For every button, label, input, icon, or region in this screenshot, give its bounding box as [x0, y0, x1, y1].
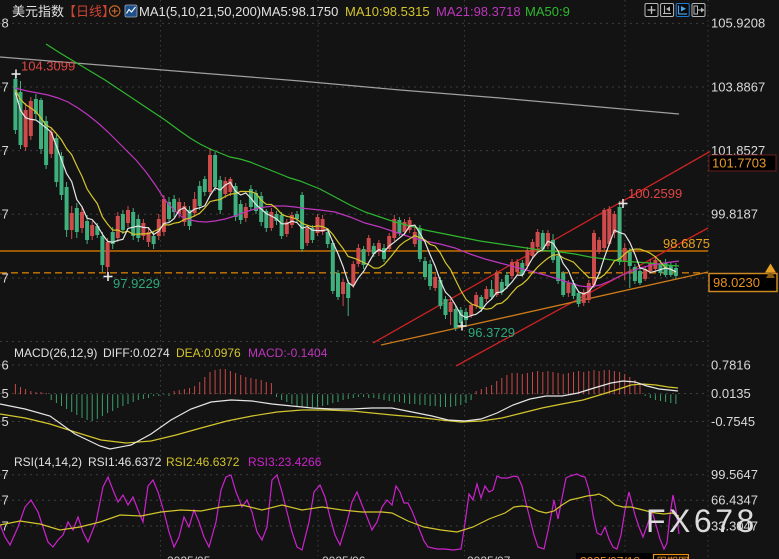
svg-text:101.7703: 101.7703	[712, 156, 766, 171]
svg-text:103.8867: 103.8867	[711, 80, 765, 95]
svg-text:100.2599: 100.2599	[628, 186, 682, 201]
svg-text:MACD(26,12,9): MACD(26,12,9)	[14, 346, 97, 360]
svg-text:98.6875: 98.6875	[663, 236, 710, 251]
svg-text:99.5647: 99.5647	[711, 467, 758, 482]
svg-text:97.9229: 97.9229	[113, 276, 160, 291]
svg-text:RSI(14,14,2): RSI(14,14,2)	[14, 455, 82, 469]
svg-text:MACD:-0.1404: MACD:-0.1404	[248, 346, 328, 360]
svg-text:DIFF:0.0274: DIFF:0.0274	[103, 346, 170, 360]
svg-text:RSI3:23.4266: RSI3:23.4266	[248, 455, 322, 469]
svg-text:FX678: FX678	[646, 503, 758, 539]
svg-text:0.0135: 0.0135	[711, 386, 751, 401]
svg-text:8: 8	[2, 16, 9, 31]
svg-text:101.8527: 101.8527	[711, 143, 765, 158]
svg-text:104.3099: 104.3099	[21, 59, 75, 74]
svg-text:5: 5	[2, 414, 9, 429]
svg-text:MA10:98.5315: MA10:98.5315	[345, 4, 430, 19]
svg-text:7: 7	[2, 80, 9, 95]
svg-text:MA1(5,10,21,50,200): MA1(5,10,21,50,200)	[139, 4, 261, 19]
svg-text:66.4347: 66.4347	[711, 493, 758, 508]
svg-text:7: 7	[2, 143, 9, 158]
svg-text:周期图: 周期图	[656, 556, 689, 559]
svg-text:0.7816: 0.7816	[711, 358, 751, 373]
svg-text:2025/05: 2025/05	[167, 554, 211, 559]
svg-text:MA5:98.1750: MA5:98.1750	[261, 4, 338, 19]
svg-text:-0.7545: -0.7545	[711, 414, 755, 429]
svg-text:99.8187: 99.8187	[711, 207, 758, 222]
svg-text:【日线】: 【日线】	[63, 4, 115, 19]
svg-text:7: 7	[2, 467, 9, 482]
svg-text:5: 5	[2, 386, 9, 401]
svg-text:RSI1:46.6372: RSI1:46.6372	[88, 455, 162, 469]
svg-text:96.3729: 96.3729	[468, 325, 515, 340]
svg-text:7: 7	[2, 271, 9, 286]
svg-text:2025/07/18: 2025/07/18	[580, 555, 640, 559]
svg-text:DEA:0.0976: DEA:0.0976	[176, 346, 241, 360]
svg-text:98.0230: 98.0230	[713, 275, 760, 290]
svg-text:105.9208: 105.9208	[711, 16, 765, 31]
svg-text:MA50:9: MA50:9	[525, 4, 570, 19]
svg-text:2025/06: 2025/06	[322, 554, 366, 559]
svg-text:MA21:98.3718: MA21:98.3718	[436, 4, 521, 19]
svg-text:7: 7	[2, 519, 9, 534]
svg-text:美元指数: 美元指数	[12, 4, 64, 19]
svg-text:7: 7	[2, 207, 9, 222]
svg-text:6: 6	[2, 358, 9, 373]
svg-text:2025/07: 2025/07	[467, 554, 511, 559]
svg-text:7: 7	[2, 493, 9, 508]
svg-text:33.3047: 33.3047	[711, 519, 758, 534]
svg-text:RSI2:46.6372: RSI2:46.6372	[166, 455, 240, 469]
